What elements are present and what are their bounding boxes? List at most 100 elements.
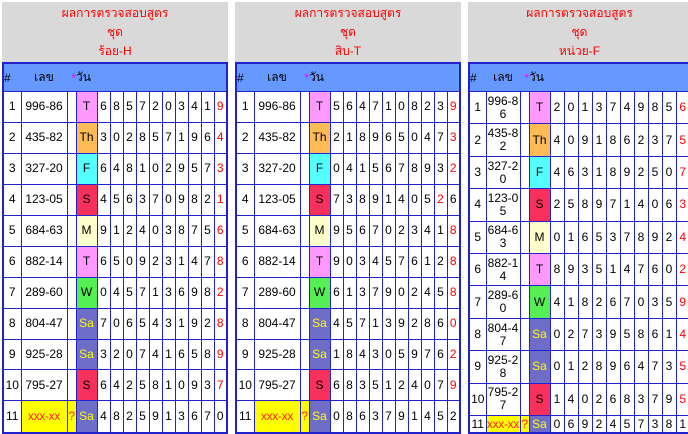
digit-cell: 5	[135, 400, 150, 434]
digit-cell: 4	[549, 123, 565, 157]
digit-cell: 8	[355, 121, 370, 154]
digit-cell: 3	[355, 276, 370, 309]
table-row: 5 684-63 M 9 1 2 4 0 3 8 7 5 6	[2, 214, 228, 247]
digit-cell: 5	[187, 152, 202, 185]
digit-cell: 5	[619, 415, 635, 434]
digit-cell: 4	[633, 350, 649, 384]
panel-title-line1: ผลการตรวจสอบสูตร	[526, 6, 633, 20]
digit-cell: 2	[633, 155, 649, 190]
flag-cell: ?	[299, 400, 310, 434]
flag-cell	[519, 382, 530, 417]
day-cell: Sa	[528, 317, 551, 352]
digit-cell: 3	[161, 276, 176, 309]
digit-cell: 0	[161, 183, 176, 216]
digit-cell: 9	[187, 121, 202, 154]
digit-cell: 2	[161, 152, 176, 185]
table-row: 5 684-63 M 0 1 6 5 3 7 8 9 2 4	[468, 220, 688, 255]
digit-cell: 5	[109, 245, 124, 278]
table-row: 1 996-86 T 6 8 5 7 2 0 3 4 1 9	[2, 91, 228, 123]
digit-cell: 2	[661, 220, 677, 255]
column-header-row: # เลข * วัน	[469, 63, 688, 92]
digit-cell: 3	[161, 307, 176, 340]
digit-cell: 1	[591, 123, 607, 157]
digit-cell: 1	[174, 121, 189, 154]
panel-header: ผลการตรวจสอบสูตร ชุด สิบ-T	[235, 2, 461, 62]
day-cell: Sa	[75, 400, 98, 434]
digit-cell: 9	[446, 369, 461, 402]
digit-cell: 9	[329, 214, 344, 247]
row-index-cell: 10	[2, 369, 22, 402]
flag-cell	[66, 338, 77, 371]
digit-cell: 6	[381, 121, 396, 154]
table-row: 2 435-82 Th 2 1 8 9 6 5 0 4 7 3	[235, 121, 461, 154]
table-row: 9 925-28 Sa 3 2 0 7 4 1 6 5 8 9	[2, 338, 228, 371]
table-row: 6 882-14 T 6 5 0 9 2 3 1 4 7 8	[2, 245, 228, 278]
digit-cell: 7	[96, 307, 111, 340]
table-row: 8 804-47 Sa 7 0 6 5 4 3 1 9 2 8	[2, 307, 228, 340]
digit-cell: 1	[161, 338, 176, 371]
row-index-cell: 10	[235, 369, 255, 402]
flag-cell	[66, 152, 77, 185]
digit-cell: 6	[329, 369, 344, 402]
digit-cell: 6	[605, 285, 621, 319]
number-cell: 123-05	[485, 188, 521, 222]
table-row: 10 795-27 S 1 4 0 2 6 8 3 7 9 5	[468, 382, 688, 417]
digit-cell: 5	[619, 317, 635, 352]
digit-cell: 4	[148, 338, 163, 371]
digit-cell: 7	[647, 382, 663, 417]
digit-cell: 9	[135, 245, 150, 278]
digit-cell: 5	[122, 276, 137, 309]
flag-cell	[66, 214, 77, 247]
digit-cell: 4	[109, 276, 124, 309]
digit-cell: 2	[591, 382, 607, 417]
digit-cell: 1	[619, 188, 635, 222]
col-header-index: #	[469, 63, 486, 92]
digit-cell: 1	[174, 245, 189, 278]
number-cell: 795-27	[485, 382, 521, 417]
flag-cell	[299, 152, 310, 185]
number-cell: 804-47	[253, 307, 301, 340]
flag-cell	[66, 245, 77, 278]
digit-cell: 3	[355, 369, 370, 402]
row-index-cell: 5	[2, 214, 22, 247]
digit-cell: 0	[213, 400, 228, 434]
digit-cell: 8	[446, 214, 461, 247]
digit-cell: 0	[661, 155, 677, 190]
panel-header: ผลการตรวจสอบสูตร ชุด หน่วย-F	[468, 2, 688, 62]
digit-cell: 4	[549, 285, 565, 319]
digit-cell: 8	[109, 91, 124, 123]
table-row: 11 xxx-xx? Sa 0 8 6 3 7 9 1 4 5 2	[235, 400, 461, 434]
digit-cell: 9	[675, 285, 688, 319]
day-cell: S	[75, 183, 98, 216]
digit-cell: 7	[135, 91, 150, 123]
digit-cell: 2	[675, 253, 688, 287]
digit-cell: 7	[200, 400, 215, 434]
digit-cell: 0	[563, 123, 579, 157]
flag-cell: ?	[66, 400, 77, 434]
digit-cell: 6	[381, 152, 396, 185]
digit-cell: 3	[661, 350, 677, 384]
row-index-cell: 6	[2, 245, 22, 278]
digit-cell: 1	[420, 245, 435, 278]
digit-cell: 8	[187, 183, 202, 216]
digit-cell: 1	[381, 91, 396, 123]
digit-cell: 5	[433, 276, 448, 309]
day-cell: S	[75, 369, 98, 402]
day-cell: Sa	[75, 338, 98, 371]
table-row: 10 795-27 S 6 4 2 5 8 1 0 9 3 7	[2, 369, 228, 402]
day-cell: F	[308, 152, 331, 185]
digit-cell: 4	[675, 220, 688, 255]
col-header-star: *	[520, 63, 529, 92]
digit-cell: 1	[381, 183, 396, 216]
digit-cell: 8	[605, 123, 621, 157]
digit-cell: 8	[420, 307, 435, 340]
table-row: 7 289-60 W 6 1 3 7 9 0 2 4 5 8	[235, 276, 461, 309]
digit-cell: 5	[342, 307, 357, 340]
digit-cell: 5	[122, 91, 137, 123]
flag-cell	[519, 188, 530, 222]
digit-cell: 2	[109, 338, 124, 371]
table-row: 9 925-28 Sa 1 8 4 3 0 5 9 7 6 2	[235, 338, 461, 371]
digit-cell: 8	[213, 307, 228, 340]
row-index-cell: 2	[468, 123, 487, 157]
col-header-index: #	[236, 63, 254, 92]
